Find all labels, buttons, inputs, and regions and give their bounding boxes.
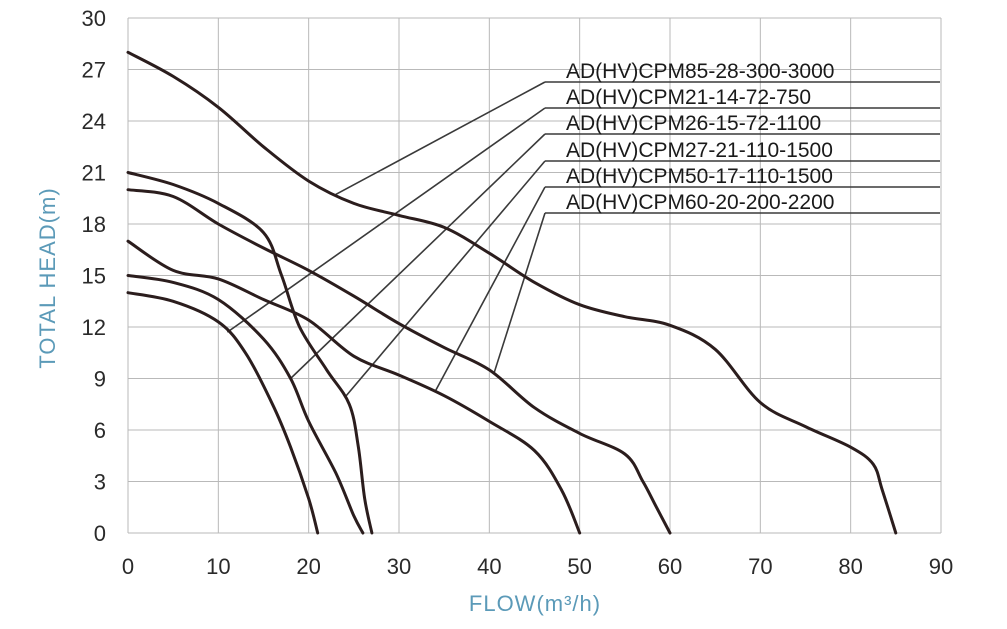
legend-entry: AD(HV)CPM60-20-200-2200 — [566, 191, 834, 214]
legend: AD(HV)CPM85-28-300-3000 AD(HV)CPM21-14-72… — [566, 60, 834, 214]
series-curves — [126, 50, 898, 535]
legend-entry: AD(HV)CPM27-21-110-1500 — [566, 139, 833, 162]
y-tick-label: 9 — [94, 367, 106, 392]
y-tick-label: 15 — [82, 264, 106, 289]
y-tick-label: 21 — [82, 161, 106, 186]
x-tick-label: 70 — [748, 554, 772, 579]
y-tick-label: 12 — [82, 315, 106, 340]
x-tick-label: 30 — [387, 554, 411, 579]
y-tick-label: 3 — [94, 470, 106, 495]
y-tick-label: 24 — [82, 109, 106, 134]
legend-leader-line — [344, 160, 546, 398]
x-tick-label: 90 — [929, 554, 953, 579]
legend-leader-line — [493, 212, 546, 374]
series-line — [126, 50, 898, 535]
x-tick-label: 10 — [206, 554, 230, 579]
legend-entry: AD(HV)CPM85-28-300-3000 — [566, 60, 834, 83]
legend-leader-line — [335, 81, 546, 196]
series-line — [126, 188, 672, 535]
legend-leader-line — [434, 186, 546, 392]
x-tick-label: 60 — [658, 554, 682, 579]
y-tick-label: 6 — [94, 418, 106, 443]
x-tick-label: 20 — [296, 554, 320, 579]
legend-leader-lines — [226, 81, 940, 398]
y-tick-label: 0 — [94, 521, 106, 546]
series-line — [126, 171, 374, 535]
legend-entry: AD(HV)CPM21-14-72-750 — [566, 86, 811, 109]
x-tick-label: 0 — [122, 554, 134, 579]
series-line — [126, 291, 320, 535]
tick-labels: 0 10 20 30 40 50 60 70 80 90 0 3 6 9 12 15 18 21 24 27 30 — [82, 6, 954, 579]
y-tick-label: 30 — [82, 6, 106, 31]
legend-entry: AD(HV)CPM50-17-110-1500 — [566, 165, 833, 188]
x-tick-label: 40 — [477, 554, 501, 579]
y-tick-label: 27 — [82, 58, 106, 83]
y-tick-label: 18 — [82, 212, 106, 237]
x-tick-label: 50 — [567, 554, 591, 579]
series-line — [126, 274, 365, 535]
y-axis-label: TOTAL HEAD(m) — [35, 187, 60, 368]
grid — [127, 17, 942, 534]
series-line — [126, 239, 582, 535]
x-axis-label: FLOW(m³/h) — [469, 591, 601, 616]
legend-leader-line — [290, 133, 546, 380]
legend-entry: AD(HV)CPM26-15-72-1100 — [566, 112, 821, 135]
x-tick-label: 80 — [838, 554, 862, 579]
legend-leader-line — [226, 107, 546, 333]
